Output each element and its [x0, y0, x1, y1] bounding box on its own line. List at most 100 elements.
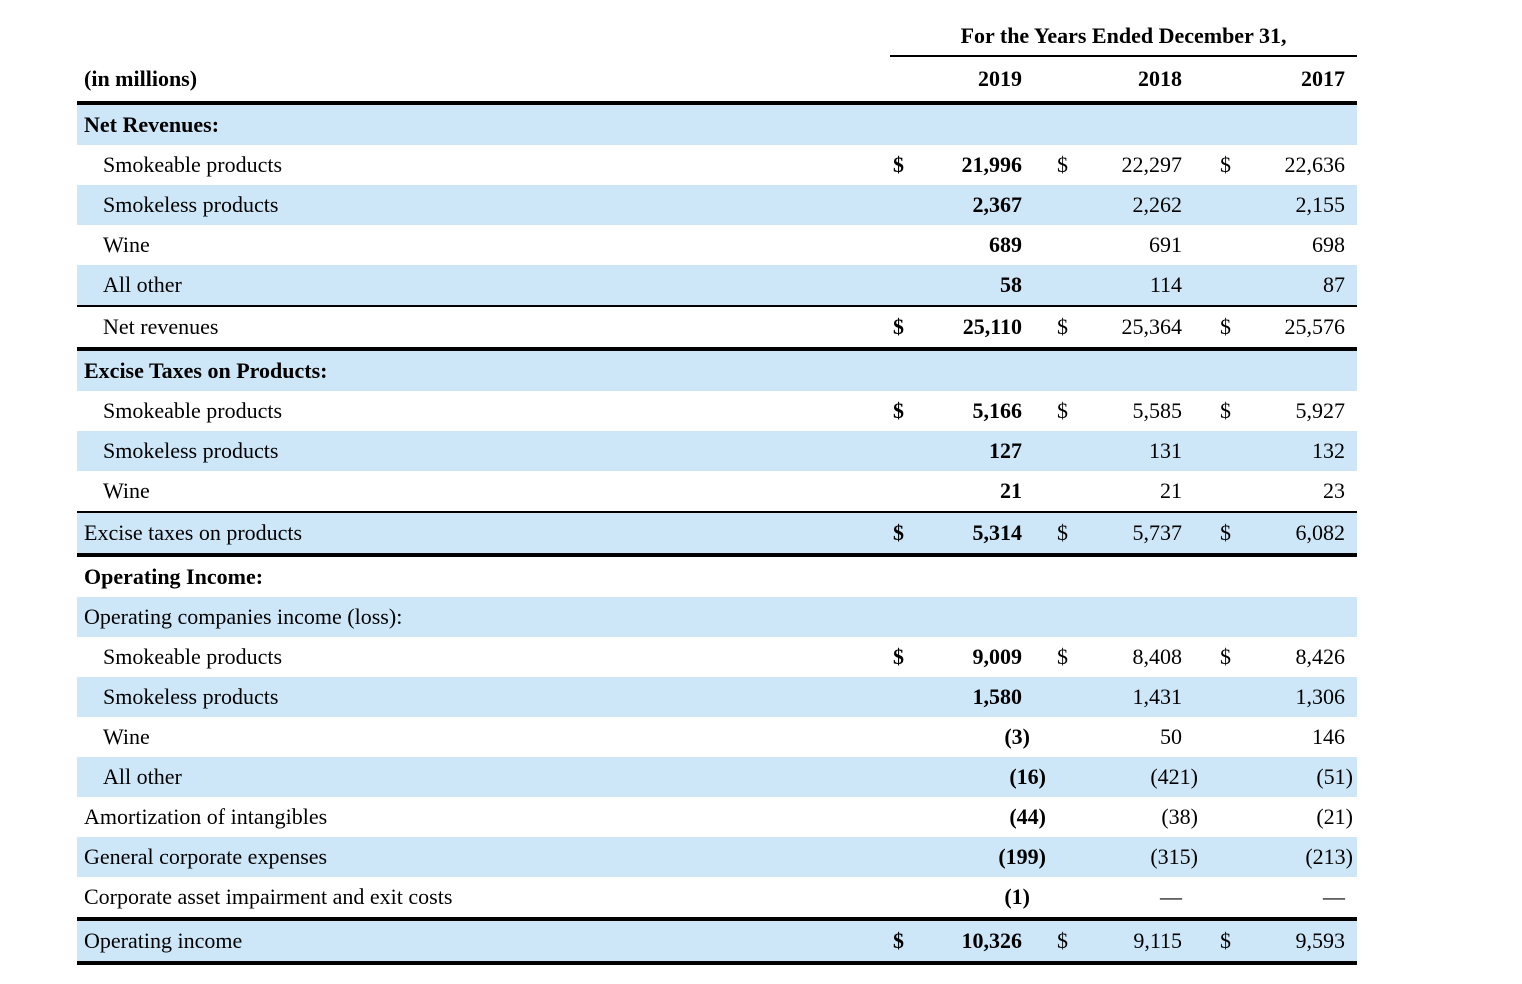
value-2017: — [1323, 884, 1345, 909]
value-2018: (315) [1150, 844, 1198, 869]
row-smokeless-products-oci: Smokeless products 1,580 1,431 1,306 [77, 677, 1357, 717]
currency-2017: $ [1220, 398, 1231, 423]
value-2019: 2,367 [972, 192, 1023, 217]
year-header-2017: 2017 [1301, 66, 1345, 91]
row-label: Wine [103, 232, 150, 257]
currency-2017: $ [1220, 928, 1231, 953]
row-label: Smokeable products [103, 644, 283, 669]
value-2019: 1,580 [972, 684, 1023, 709]
row-label: Excise Taxes on Products: [84, 358, 328, 383]
value-2017: 698 [1312, 232, 1345, 257]
value-2019: 127 [989, 438, 1022, 463]
row-excise-taxes-total: Excise taxes on products $ 5,314 $ 5,737… [77, 511, 1357, 557]
value-2018: (421) [1150, 764, 1198, 789]
row-smokeable-products-oci: Smokeable products $ 9,009 $ 8,408 $ 8,4… [77, 637, 1357, 677]
value-2018: 114 [1149, 272, 1182, 297]
value-2019: 25,110 [962, 314, 1022, 339]
row-label: Operating income [84, 928, 243, 953]
row-label: Operating Income: [84, 564, 264, 589]
value-2018: (38) [1161, 804, 1198, 829]
value-2019: 5,166 [972, 398, 1023, 423]
row-smokeable-products-excise: Smokeable products $ 5,166 $ 5,585 $ 5,9… [77, 391, 1357, 431]
value-2018: 131 [1149, 438, 1182, 463]
currency-2019: $ [893, 398, 904, 423]
row-label: Corporate asset impairment and exit cost… [84, 884, 453, 909]
row-corporate-asset-impairment: Corporate asset impairment and exit cost… [77, 877, 1357, 917]
value-2017: 87 [1323, 272, 1345, 297]
row-label: Smokeless products [103, 192, 279, 217]
year-header-2018: 2018 [1138, 66, 1182, 91]
value-2017: 22,636 [1284, 152, 1346, 177]
value-2017: (213) [1305, 844, 1353, 869]
row-all-other-oci: All other (16) (421) (51) [77, 757, 1357, 797]
row-label: All other [103, 764, 182, 789]
value-2019: (44) [1009, 804, 1046, 829]
value-2019: 689 [989, 232, 1022, 257]
row-label: All other [103, 272, 182, 297]
currency-2019: $ [893, 152, 904, 177]
value-2017: 146 [1312, 724, 1345, 749]
currency-2018: $ [1057, 644, 1068, 669]
currency-2018: $ [1057, 398, 1068, 423]
row-general-corporate-expenses: General corporate expenses (199) (315) (… [77, 837, 1357, 877]
currency-2017: $ [1220, 152, 1231, 177]
years-ended-title: For the Years Ended December 31, [890, 20, 1357, 57]
currency-2018: $ [1057, 152, 1068, 177]
currency-2019: $ [893, 314, 904, 339]
currency-2019: $ [893, 520, 904, 545]
row-label: Smokeable products [103, 152, 283, 177]
row-label: Excise taxes on products [84, 520, 303, 545]
value-2018: 25,364 [1121, 314, 1183, 339]
value-2019: (16) [1009, 764, 1046, 789]
row-label: Net Revenues: [84, 112, 220, 137]
row-label: Smokeable products [103, 398, 283, 423]
value-2018: — [1160, 884, 1182, 909]
year-header-2019: 2019 [978, 66, 1022, 91]
value-2019: (1) [1004, 884, 1030, 909]
currency-2018: $ [1057, 928, 1068, 953]
financial-table: For the Years Ended December 31, (in mil… [77, 20, 1357, 965]
value-2018: 22,297 [1121, 152, 1183, 177]
value-2018: 2,262 [1132, 192, 1183, 217]
value-2017: 6,082 [1295, 520, 1346, 545]
value-2017: 9,593 [1295, 928, 1346, 953]
row-label: Wine [103, 724, 150, 749]
currency-2017: $ [1220, 314, 1231, 339]
value-2019: 21,996 [961, 152, 1023, 177]
value-2019: 9,009 [972, 644, 1023, 669]
value-2018: 1,431 [1132, 684, 1183, 709]
row-operating-income-header: Operating Income: [77, 557, 1357, 597]
column-header-row: (in millions) 2019 2018 2017 [77, 57, 1357, 105]
currency-2018: $ [1057, 520, 1068, 545]
currency-2019: $ [893, 928, 904, 953]
value-2018: 5,737 [1132, 520, 1183, 545]
currency-2017: $ [1220, 520, 1231, 545]
table-header-top: For the Years Ended December 31, [77, 20, 1357, 57]
value-2017: 25,576 [1284, 314, 1346, 339]
row-label: Smokeless products [103, 438, 279, 463]
row-operating-income-total: Operating income $ 10,326 $ 9,115 $ 9,59… [77, 917, 1357, 965]
currency-2019: $ [893, 644, 904, 669]
in-millions-label: (in millions) [84, 66, 198, 91]
row-amortization-of-intangibles: Amortization of intangibles (44) (38) (2… [77, 797, 1357, 837]
row-label: Net revenues [103, 314, 219, 339]
row-wine-excise: Wine 21 21 23 [77, 471, 1357, 511]
value-2018: 691 [1149, 232, 1182, 257]
row-net-revenues-header: Net Revenues: [77, 105, 1357, 145]
currency-2018: $ [1057, 314, 1068, 339]
value-2018: 21 [1160, 478, 1182, 503]
row-label: Smokeless products [103, 684, 279, 709]
row-wine-revenue: Wine 689 691 698 [77, 225, 1357, 265]
value-2019: (3) [1004, 724, 1030, 749]
row-net-revenues-total: Net revenues $ 25,110 $ 25,364 $ 25,576 [77, 305, 1357, 351]
value-2019: 10,326 [961, 928, 1023, 953]
row-wine-oci: Wine (3) 50 146 [77, 717, 1357, 757]
value-2017: 23 [1323, 478, 1345, 503]
value-2018: 5,585 [1132, 398, 1183, 423]
value-2018: 9,115 [1133, 928, 1182, 953]
value-2017: 1,306 [1295, 684, 1346, 709]
row-label: Wine [103, 478, 150, 503]
value-2019: 5,314 [972, 520, 1023, 545]
value-2017: 5,927 [1295, 398, 1346, 423]
row-label: Amortization of intangibles [84, 804, 328, 829]
